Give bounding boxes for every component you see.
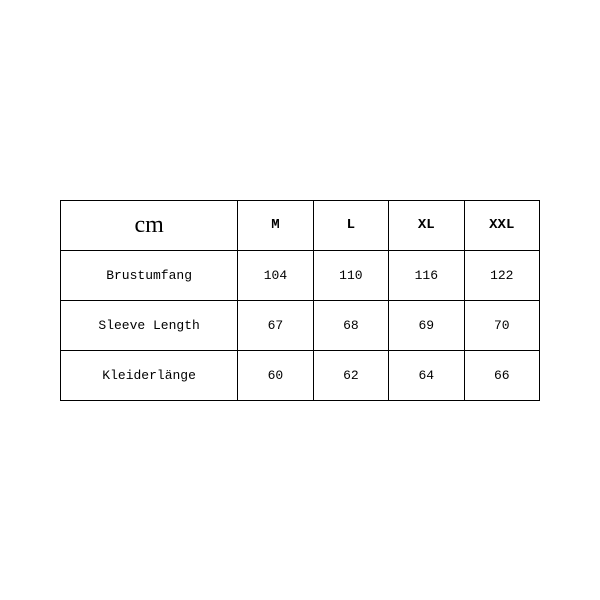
size-header: XXL bbox=[464, 200, 539, 250]
row-label: Brustumfang bbox=[61, 250, 238, 300]
size-header: M bbox=[238, 200, 313, 250]
row-label: Sleeve Length bbox=[61, 300, 238, 350]
table-row: Kleiderlänge 60 62 64 66 bbox=[61, 350, 540, 400]
cell: 104 bbox=[238, 250, 313, 300]
cell: 66 bbox=[464, 350, 539, 400]
cell: 60 bbox=[238, 350, 313, 400]
cell: 69 bbox=[389, 300, 464, 350]
cell: 110 bbox=[313, 250, 388, 300]
cell: 67 bbox=[238, 300, 313, 350]
table-header-row: cm M L XL XXL bbox=[61, 200, 540, 250]
size-chart: cm M L XL XXL Brustumfang 104 110 116 12… bbox=[60, 200, 540, 401]
size-chart-table: cm M L XL XXL Brustumfang 104 110 116 12… bbox=[60, 200, 540, 401]
cell: 64 bbox=[389, 350, 464, 400]
cell: 122 bbox=[464, 250, 539, 300]
table-row: Sleeve Length 67 68 69 70 bbox=[61, 300, 540, 350]
table-row: Brustumfang 104 110 116 122 bbox=[61, 250, 540, 300]
size-header: L bbox=[313, 200, 388, 250]
cell: 116 bbox=[389, 250, 464, 300]
cell: 62 bbox=[313, 350, 388, 400]
cell: 68 bbox=[313, 300, 388, 350]
unit-label: cm bbox=[61, 200, 238, 250]
row-label: Kleiderlänge bbox=[61, 350, 238, 400]
cell: 70 bbox=[464, 300, 539, 350]
size-header: XL bbox=[389, 200, 464, 250]
